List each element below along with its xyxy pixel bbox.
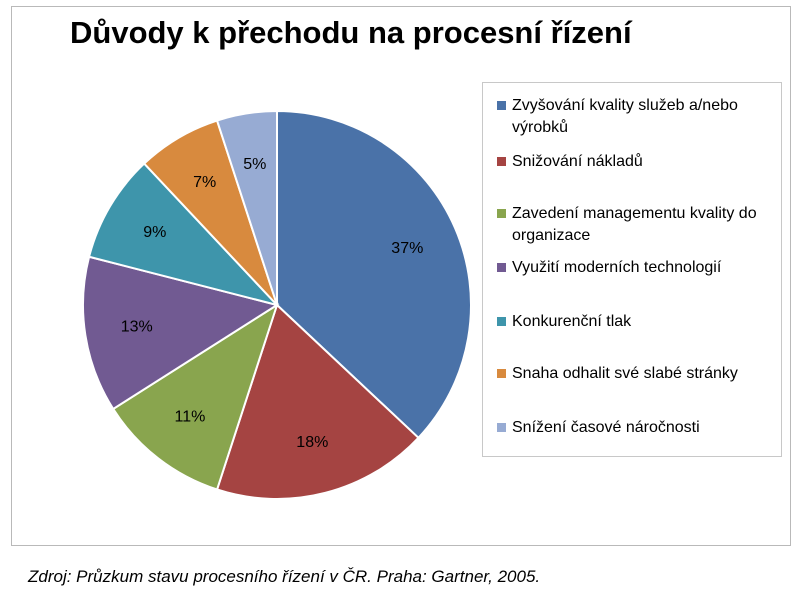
legend-item-2: Snižování nákladů: [497, 151, 779, 173]
pie-slice-1: [276, 109, 472, 440]
slice-value-label-7: 5%: [243, 156, 266, 173]
slice-value-label-2: 18%: [296, 434, 328, 451]
pie-slice-4: [82, 255, 280, 411]
legend-item-6: Snaha odhalit své slabé stránky: [497, 363, 779, 385]
pie-slice-5: [87, 162, 281, 307]
pie-slice-7: [215, 109, 278, 306]
legend-label: Zvyšování kvality služeb a/nebo výrobků: [512, 97, 738, 136]
legend-item-3: Zavedení managementu kvality do organiza…: [497, 203, 779, 247]
pie-slice-3: [111, 302, 279, 491]
legend-swatch: [497, 101, 506, 110]
slice-value-label-4: 13%: [121, 318, 153, 335]
pie-slice-2: [215, 303, 420, 500]
legend-swatch: [497, 263, 506, 272]
slice-value-label-3: 11%: [175, 408, 206, 425]
legend-item-1: Zvyšování kvality služeb a/nebo výrobků: [497, 95, 779, 139]
chart-title: Důvody k přechodu na procesní řízení: [70, 15, 632, 50]
source-note: Zdroj: Průzkum stavu procesního řízení v…: [28, 567, 541, 586]
legend: Zvyšování kvality služeb a/nebo výrobků S…: [482, 82, 782, 457]
legend-swatch: [497, 369, 506, 378]
legend-swatch: [497, 157, 506, 166]
legend-label: Snižování nákladů: [512, 153, 643, 170]
legend-swatch: [497, 423, 506, 432]
chart-frame: Důvody k přechodu na procesní řízení 37%…: [11, 6, 791, 546]
legend-label: Zavedení managementu kvality do organiza…: [512, 205, 757, 244]
legend-swatch: [497, 209, 506, 218]
legend-item-5: Konkurenční tlak: [497, 311, 779, 333]
pie-chart: 37% 18% 11% 13% 9% 7% 5%: [82, 109, 472, 500]
slice-value-label-1: 37%: [391, 240, 423, 257]
legend-label: Využití moderních technologií: [512, 259, 722, 276]
slice-value-label-5: 9%: [143, 224, 166, 241]
legend-label: Konkurenční tlak: [512, 313, 632, 330]
legend-swatch: [497, 317, 506, 326]
legend-label: Snaha odhalit své slabé stránky: [512, 365, 738, 382]
legend-label: Snížení časové náročnosti: [512, 419, 700, 436]
legend-item-7: Snížení časové náročnosti: [497, 417, 779, 439]
slice-value-label-6: 7%: [193, 174, 216, 191]
legend-item-4: Využití moderních technologií: [497, 257, 779, 279]
